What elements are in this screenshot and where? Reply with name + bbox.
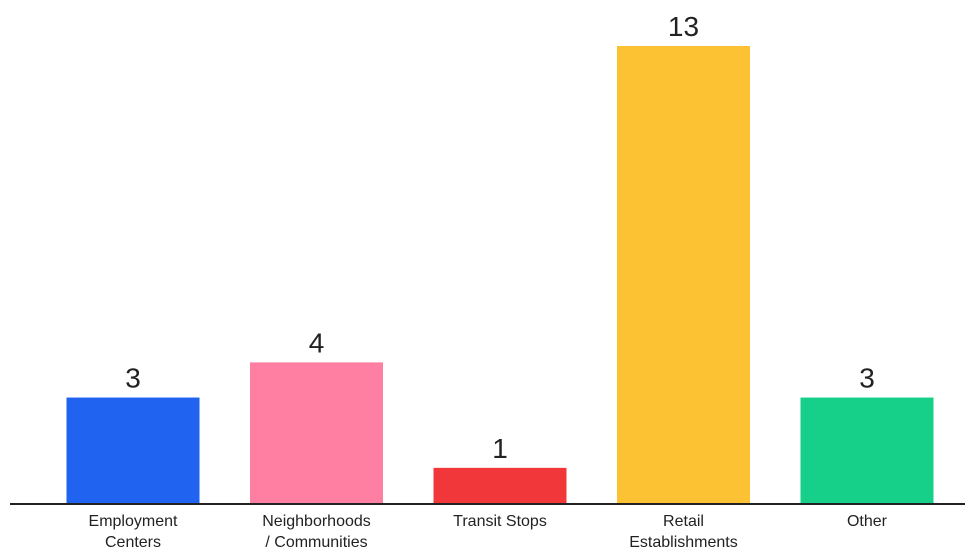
bar-4 — [800, 397, 934, 503]
bar-3 — [617, 46, 750, 503]
category-label-4-line-0: Other — [847, 513, 888, 530]
bar-0 — [66, 397, 200, 503]
category-label-1-line-0: Neighborhoods — [262, 513, 371, 530]
category-labels-group: Employment Centers Neighborhoods / Communit… — [89, 513, 888, 551]
category-label-2-line-0: Transit Stops — [453, 513, 547, 530]
category-label-1-line-1: / Communities — [265, 534, 367, 551]
bars-group — [66, 46, 934, 503]
category-label-3-line-0: Retail — [663, 513, 704, 530]
category-label-3-line-1: Establishments — [629, 534, 738, 551]
value-label-2: 1 — [492, 433, 508, 464]
bar-2 — [433, 467, 567, 503]
category-label-0-line-0: Employment — [89, 513, 178, 530]
value-label-0: 3 — [125, 363, 141, 394]
value-label-4: 3 — [859, 363, 875, 394]
value-labels-group: 3 4 1 13 3 — [125, 11, 875, 464]
bar-1 — [250, 362, 383, 503]
value-label-3: 13 — [668, 11, 699, 42]
value-label-1: 4 — [309, 327, 325, 358]
category-label-0-line-1: Centers — [105, 534, 161, 551]
